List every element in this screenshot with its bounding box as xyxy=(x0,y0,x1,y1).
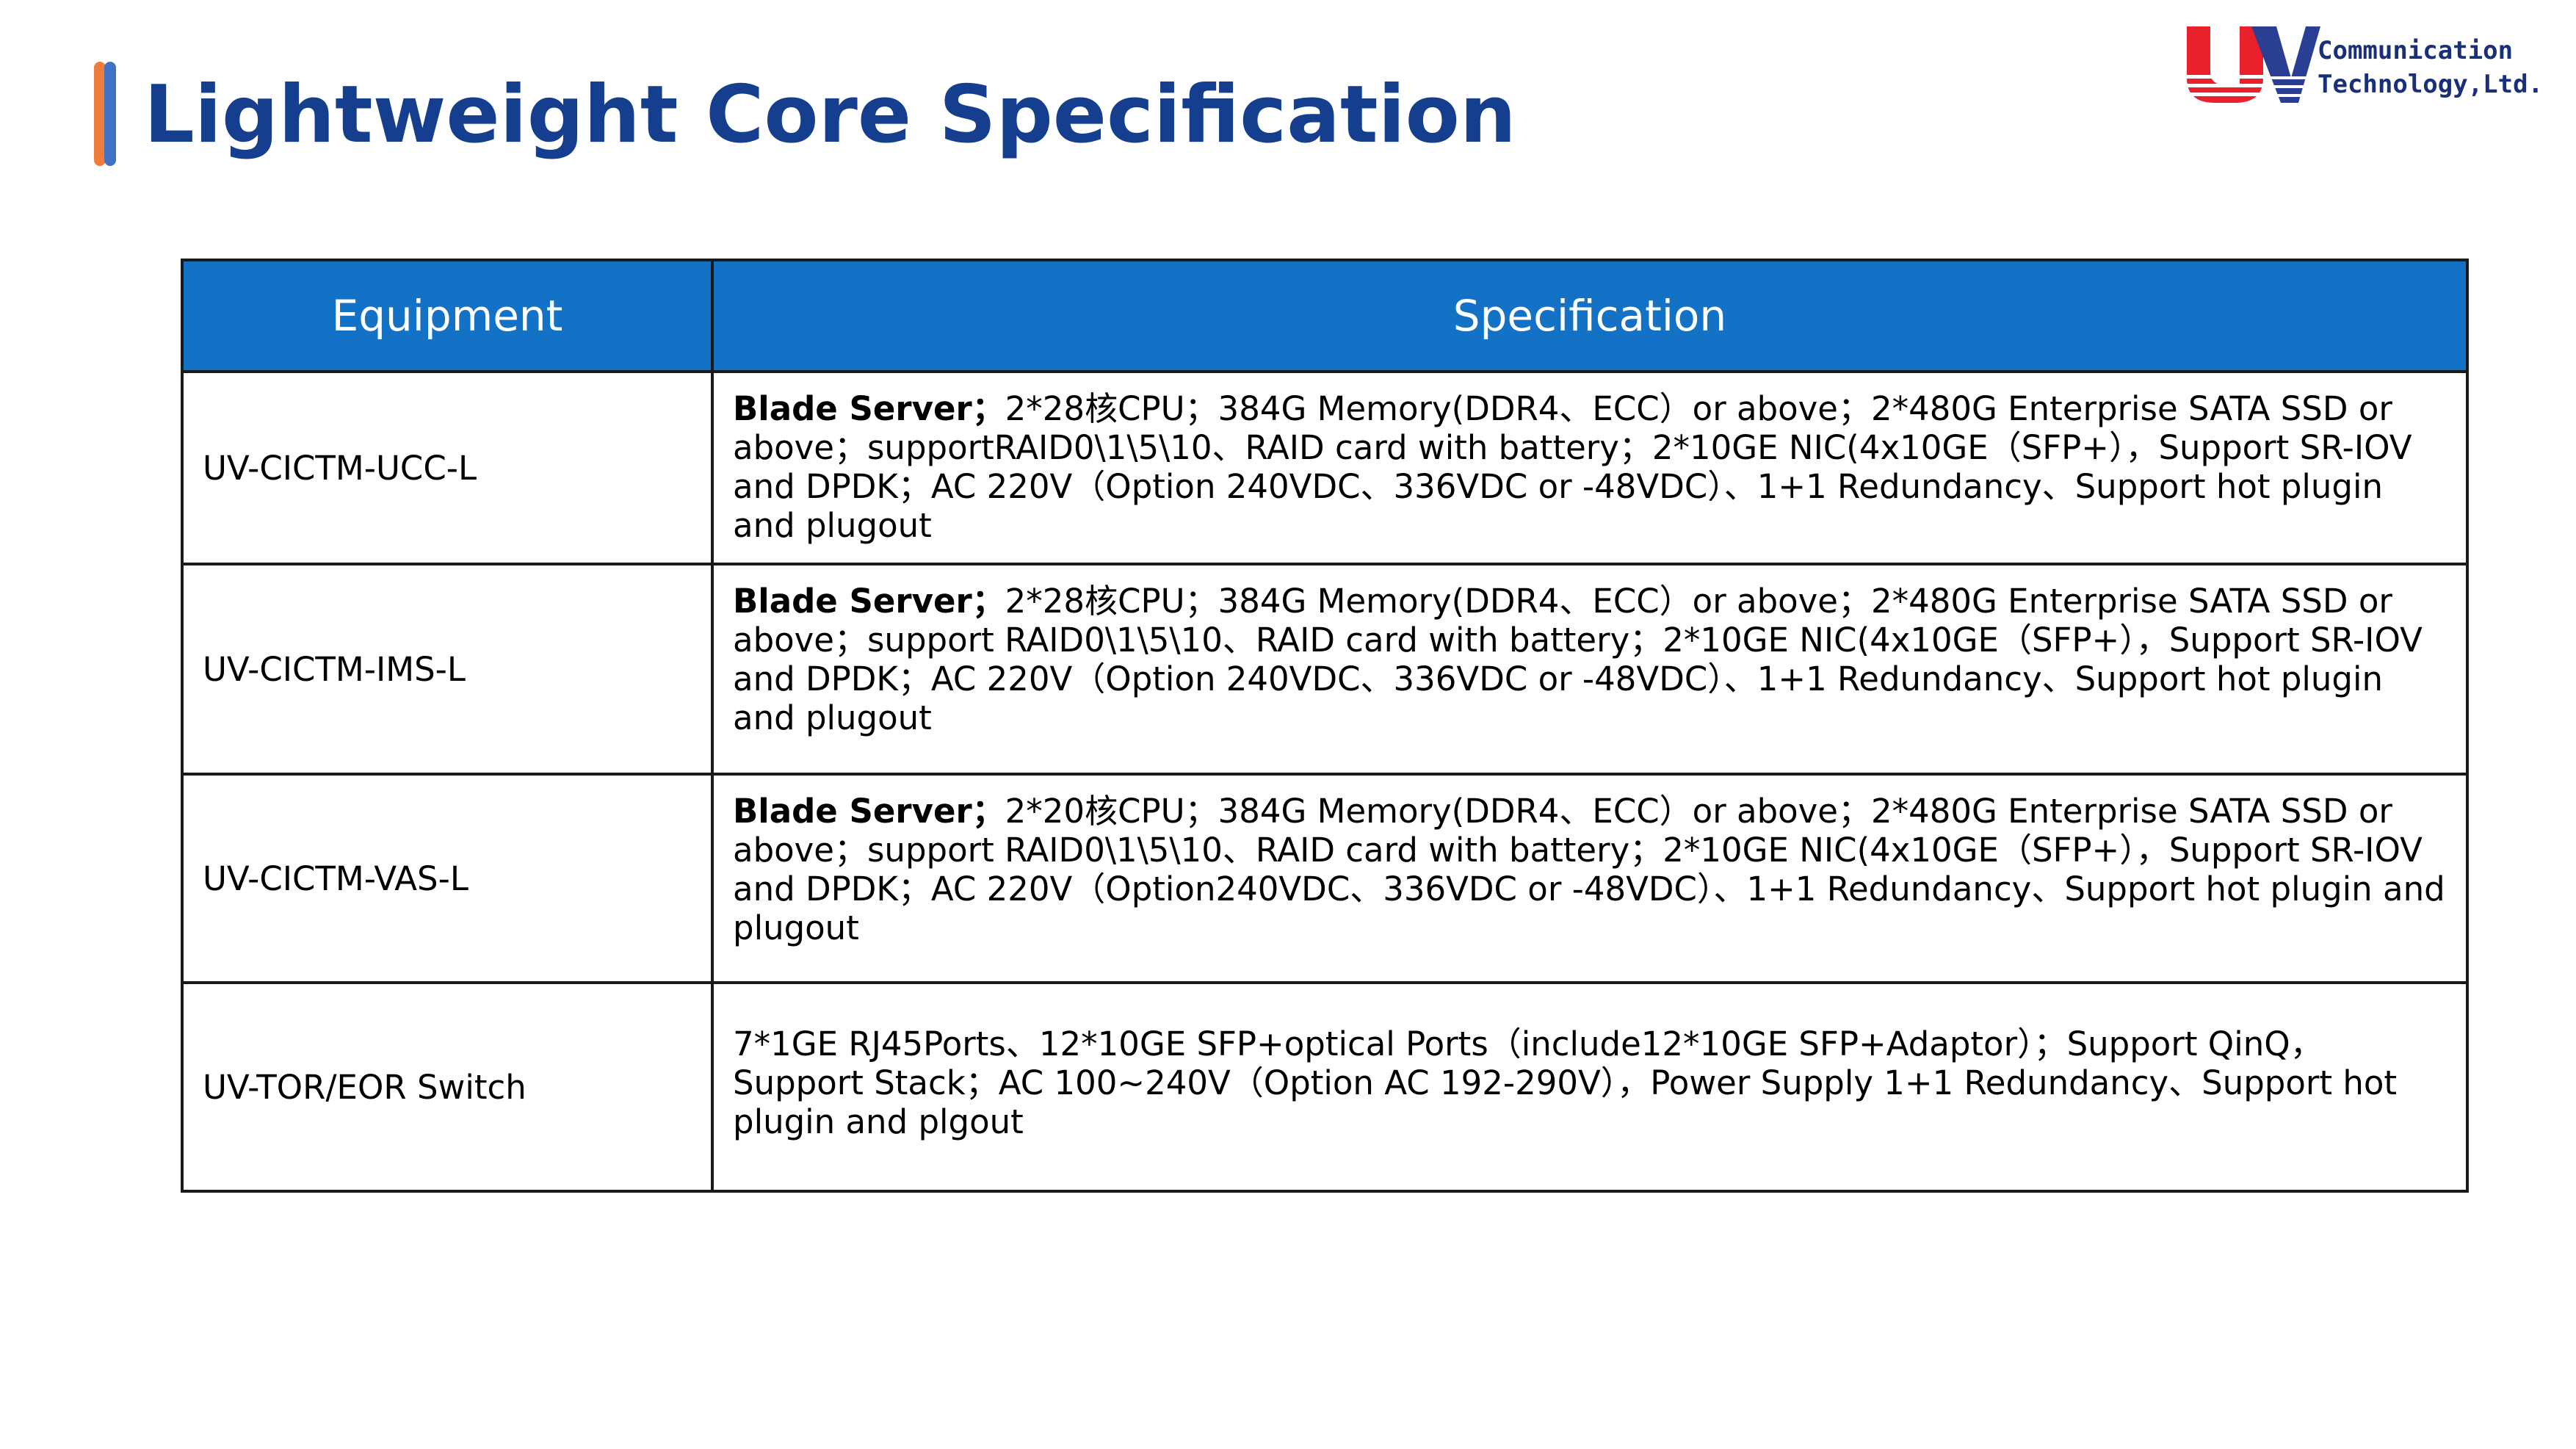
specification-cell: Blade Server；2*20核CPU；384G Memory(DDR4、E… xyxy=(711,773,2469,984)
header-equipment: Equipment xyxy=(181,259,714,373)
title-accent-orange xyxy=(94,62,106,166)
title-accent-blue xyxy=(104,62,116,166)
equipment-cell: UV-CICTM-UCC-L xyxy=(181,370,714,565)
uv-logo-mark xyxy=(2181,26,2320,103)
spec-prefix: Blade Server； xyxy=(733,389,1005,428)
spec-text: 7*1GE RJ45Ports、12*10GE SFP+optical Port… xyxy=(733,1024,2398,1141)
spec-text: 2*20核CPU；384G Memory(DDR4、ECC）or above；2… xyxy=(733,792,2445,947)
equipment-cell: UV-CICTM-VAS-L xyxy=(181,773,714,984)
spec-prefix: Blade Server； xyxy=(733,792,1005,831)
header-specification: Specification xyxy=(711,259,2469,373)
table-row: UV-CICTM-VAS-L Blade Server；2*20核CPU；384… xyxy=(181,773,2469,984)
specification-cell: Blade Server；2*28核CPU；384G Memory(DDR4、E… xyxy=(711,563,2469,776)
equipment-cell: UV-CICTM-IMS-L xyxy=(181,563,714,776)
specification-cell: Blade Server；2*28核CPU；384G Memory(DDR4、E… xyxy=(711,370,2469,565)
spec-prefix: Blade Server； xyxy=(733,582,1005,621)
table-row: UV-TOR/EOR Switch 7*1GE RJ45Ports、12*10G… xyxy=(181,981,2469,1193)
table-row: UV-CICTM-UCC-L Blade Server；2*28核CPU；384… xyxy=(181,370,2469,565)
title-accent-bar xyxy=(94,62,120,166)
equipment-cell: UV-TOR/EOR Switch xyxy=(181,981,714,1193)
logo-line1: Communication xyxy=(2318,36,2514,65)
page-title: Lightweight Core Specification xyxy=(144,69,1516,161)
spec-text: 2*28核CPU；384G Memory(DDR4、ECC）or above；2… xyxy=(733,582,2423,737)
logo-text: Communication Technology,Ltd. xyxy=(2318,34,2543,101)
table-header-row: Equipment Specification xyxy=(181,259,2469,373)
specification-cell: 7*1GE RJ45Ports、12*10GE SFP+optical Port… xyxy=(711,981,2469,1193)
company-logo: Communication Technology,Ltd. xyxy=(2181,18,2543,113)
spec-table: Equipment Specification UV-CICTM-UCC-L B… xyxy=(181,259,2469,1193)
spec-text: 2*28核CPU；384G Memory(DDR4、ECC）or above；2… xyxy=(733,389,2412,545)
logo-line2: Technology,Ltd. xyxy=(2318,70,2544,99)
table-row: UV-CICTM-IMS-L Blade Server；2*28核CPU；384… xyxy=(181,563,2469,776)
